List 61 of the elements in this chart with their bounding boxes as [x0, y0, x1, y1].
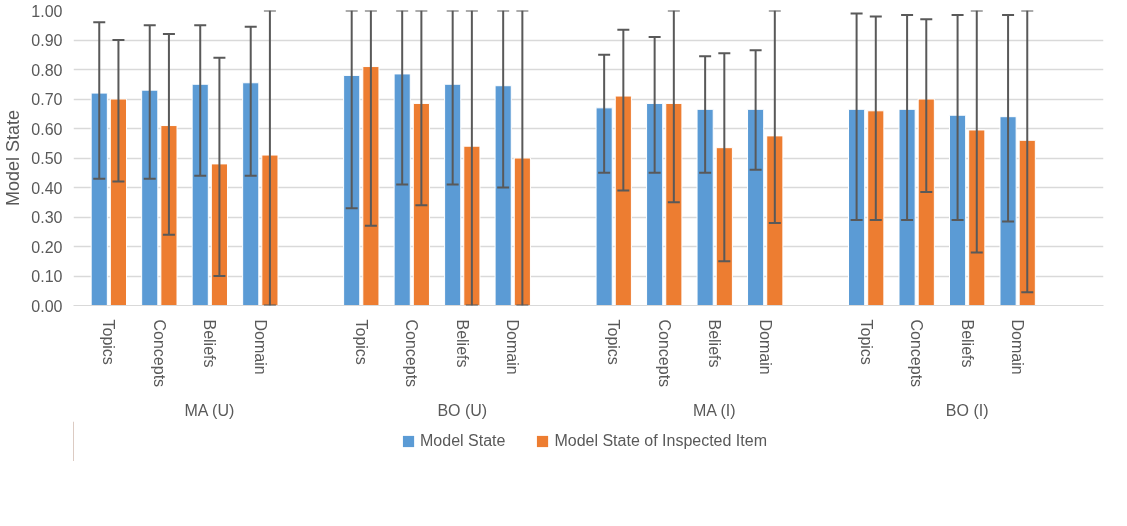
y-tick-label: 0.80 [31, 61, 63, 79]
y-tick-label: 0.00 [31, 297, 63, 315]
x-tick-label: Domain [1009, 319, 1027, 375]
bar [191, 83, 209, 306]
y-tick-label: 0.70 [31, 91, 63, 108]
bar [968, 129, 986, 306]
legend-label: Model State [420, 432, 506, 450]
bar [412, 102, 430, 306]
y-tick-label: 0.60 [31, 120, 63, 138]
bar [90, 92, 108, 306]
y-tick-label: 0.30 [31, 209, 63, 226]
bar [393, 73, 411, 306]
bar [715, 147, 733, 306]
y-tick-label: 0.10 [31, 268, 63, 285]
x-tick-label: Topics [857, 319, 875, 365]
bar [343, 74, 361, 306]
y-tick-label: 0.20 [31, 238, 63, 256]
x-tick-label: Domain [251, 319, 269, 375]
text: BO (U) [437, 401, 488, 419]
bar [646, 102, 664, 306]
y-tick-label: 0.40 [31, 179, 63, 197]
x-tick-label: Beliefs [453, 319, 471, 368]
bar [917, 98, 935, 306]
bar [747, 108, 765, 306]
bar [141, 89, 159, 306]
x-tick-label: Concepts [908, 319, 926, 388]
bar [999, 116, 1017, 306]
bar [595, 107, 613, 306]
legend-label: Model State of Inspected Item [554, 432, 767, 450]
bar [362, 66, 380, 306]
x-tick-label: Concepts [150, 319, 168, 388]
bar [848, 108, 866, 306]
x-tick-label: Domain [756, 319, 774, 375]
bar [444, 83, 462, 306]
x-tick-label: Domain [504, 319, 522, 375]
bar [766, 135, 784, 306]
y-tick-label: 1.00 [31, 2, 63, 20]
bar [160, 125, 178, 306]
text: BO (I) [945, 401, 989, 419]
text: MA (U) [184, 401, 235, 419]
y-tick-label: 0.50 [31, 150, 63, 167]
bar [949, 114, 967, 306]
text: MA (I) [692, 401, 736, 419]
bar [696, 108, 714, 306]
x-tick-label: Topics [605, 319, 623, 365]
x-tick-label: Concepts [403, 319, 421, 388]
x-tick-label: Concepts [655, 319, 673, 388]
x-tick-label: Beliefs [201, 319, 219, 368]
y-tick-label: 0.90 [31, 32, 63, 49]
bar [494, 85, 512, 306]
y-axis-title: Model State [3, 109, 24, 207]
bar [614, 95, 632, 306]
bar [242, 82, 260, 306]
x-tick-label: Beliefs [958, 319, 976, 368]
x-tick-label: Beliefs [706, 319, 724, 368]
bar [109, 98, 128, 306]
bar [898, 108, 916, 306]
bar [867, 110, 885, 306]
x-tick-label: Topics [100, 319, 118, 365]
bar [665, 102, 683, 306]
x-tick-label: Topics [352, 319, 370, 365]
